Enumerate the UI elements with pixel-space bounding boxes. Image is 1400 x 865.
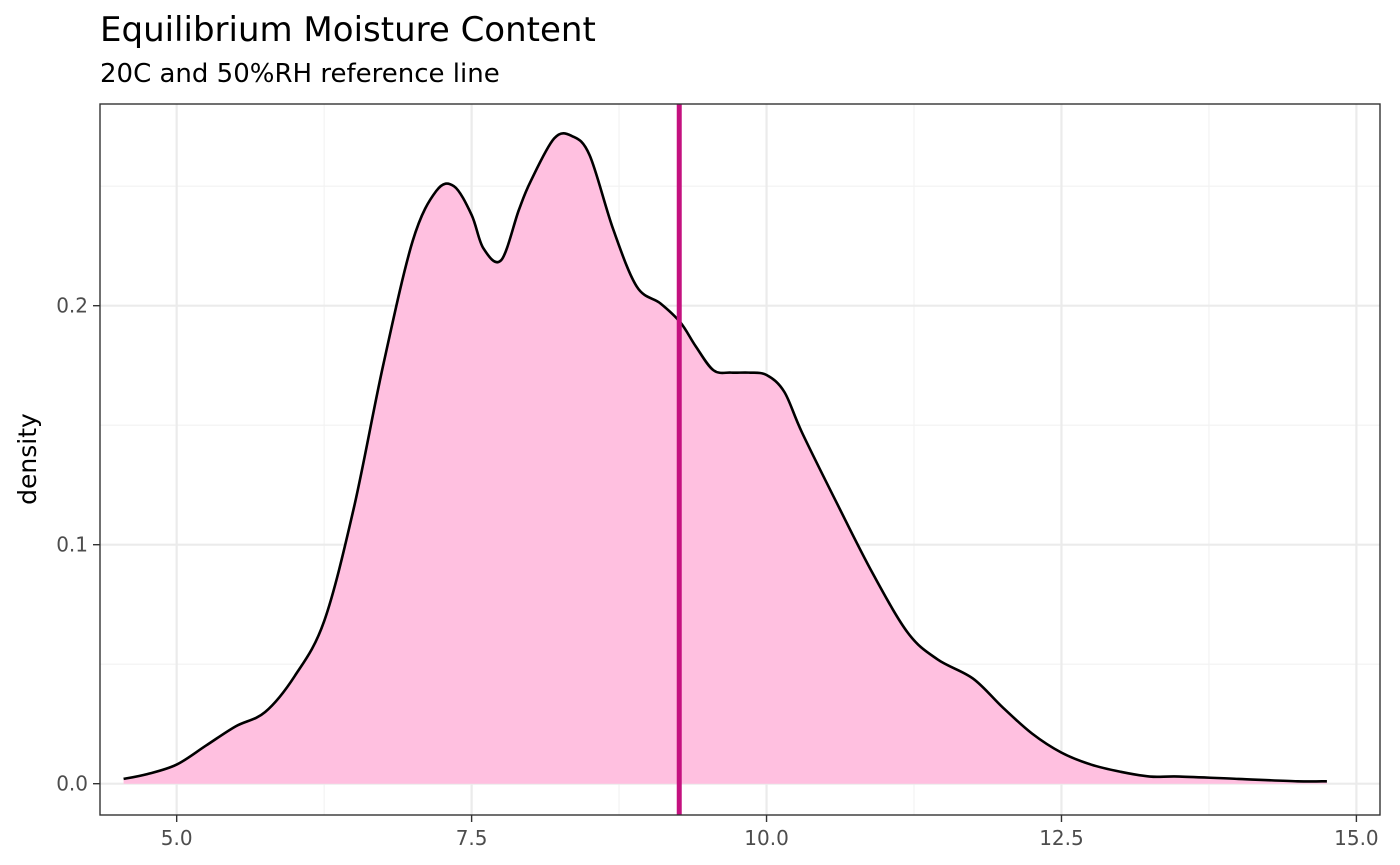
y-axis: 0.0 0.1 0.2 <box>56 294 100 796</box>
y-tick-label: 0.1 <box>56 533 88 557</box>
x-tick-label: 15.0 <box>1334 826 1379 850</box>
density-area <box>123 133 1327 784</box>
density-line <box>123 132 1327 783</box>
y-axis-title: density <box>13 413 42 505</box>
x-tick-label: 12.5 <box>1039 826 1084 850</box>
y-tick-label: 0.2 <box>56 294 88 318</box>
chart-title: Equilibrium Moisture Content <box>100 10 596 50</box>
x-axis: 5.0 7.5 10.0 12.5 15.0 <box>161 815 1379 850</box>
y-tick-label: 0.0 <box>56 772 88 796</box>
plot-panel <box>99 103 1381 816</box>
x-tick-label: 7.5 <box>456 826 488 850</box>
x-tick-label: 10.0 <box>744 826 789 850</box>
x-tick-label: 5.0 <box>161 826 193 850</box>
chart-subtitle: 20C and 50%RH reference line <box>100 59 500 89</box>
panel-border <box>99 103 1381 816</box>
